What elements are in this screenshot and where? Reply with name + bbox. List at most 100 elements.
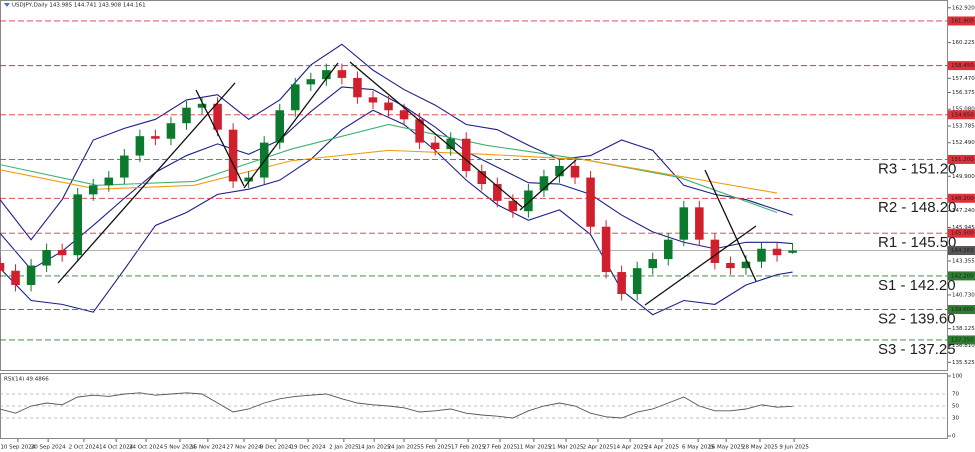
candle-body [11,270,20,285]
candle-body [570,165,580,178]
candle-body [586,177,595,227]
y-tick-label: 160.225 [952,40,975,46]
level-note: R3 - 151.20 [878,160,956,177]
candle-body [213,103,222,130]
y-tick-label: 147.240 [952,208,975,214]
y-tick-label: 162.920 [952,5,975,11]
candle-body [228,129,238,182]
y-tick-label: 149.900 [952,174,975,180]
candle-body [88,185,98,195]
candle-body [741,261,751,269]
candle-body [26,265,36,285]
level-label: 161.900 [951,18,974,24]
candle-body [788,250,797,253]
candle-body [275,110,285,143]
candle-body [73,194,82,256]
level-box [948,61,975,71]
candle-body [539,176,549,191]
x-tick-label: 6 May 2025 [682,445,715,451]
current-price-label: 144.161 [951,248,974,254]
candle-body [524,190,533,212]
candle-body [710,239,720,263]
overlay-line [0,43,793,241]
level-label: 151.200 [951,157,974,163]
candle-body [477,171,487,185]
level-note: S2 - 139.60 [878,311,956,328]
candle-body [461,138,471,172]
candle-body [182,107,191,124]
y-tick-label: 138.125 [952,326,975,332]
y-tick-label: 155.080 [952,107,975,113]
y-tick-label: 50 [952,404,959,410]
level-box [948,305,975,315]
candle-body [368,97,378,103]
trendline [349,61,523,208]
candle-body [197,103,207,108]
candle-body [555,165,564,177]
level-label: 154.650 [951,112,974,118]
candle-body [493,184,502,201]
candle-body [337,70,347,78]
candle-body [632,268,642,295]
trendline [195,89,245,187]
x-tick-label: 17 Feb 2025 [451,445,486,451]
level-label: 137.250 [951,337,974,343]
level-box [948,154,975,164]
level-box [948,110,975,120]
candle-body [291,84,300,111]
level-label: 142.200 [951,273,974,279]
candle-body [663,239,673,260]
level-box [948,193,975,203]
rsi-title: RSI(14) 49.4866 [4,377,49,383]
candle-body [120,155,129,178]
y-tick-label: 152.490 [952,140,975,146]
trendline [519,159,577,211]
x-tick-label: 14 Jan 2025 [358,445,391,451]
candle-body [617,272,626,295]
x-tick-label: 5 Feb 2025 [421,445,452,451]
x-tick-label: 11 Mar 2025 [516,445,551,451]
level-label: 145.500 [951,231,974,237]
y-tick-label: 140.730 [952,292,975,298]
y-tick-label: 30 [952,416,959,422]
x-tick-label: 10 Sep 2024 [0,445,35,451]
candle-body [772,248,782,256]
candle-body [679,207,689,240]
x-tick-label: 14 Apr 2025 [613,445,648,451]
candle-body [446,138,455,150]
level-box [948,228,975,238]
candle-body [151,136,160,139]
y-tick-label: 145.945 [952,225,975,231]
x-tick-label: 2 Jan 2025 [329,445,359,451]
overlay-line [0,123,778,214]
level-box [948,271,975,281]
candle-body [601,226,611,273]
y-tick-label: 70 [952,392,959,398]
rsi-line [0,392,793,419]
x-tick-label: 15 Nov 2024 [190,445,226,451]
trendline [57,82,236,284]
x-tick-label: 16 May 2025 [708,445,744,451]
y-tick-label: 136.810 [952,343,975,349]
candle-body [726,262,735,269]
level-note: S1 - 142.20 [878,277,956,294]
plot-layer: 162.920 160.225 157.470 156.375 155.080 153.7… [0,5,975,451]
candle-body [104,177,114,186]
chart-title: USDJPY,Daily 143.985 144.741 143.908 144… [12,3,146,9]
x-tick-label: 27 Nov 2024 [226,445,262,451]
y-tick-label: 100 [952,374,963,380]
x-tick-label: 20 Sep 2024 [31,445,66,451]
candle-body [244,177,253,182]
overlay-line [0,149,778,194]
x-tick-label: 19 Dec 2024 [291,445,327,451]
trendline [644,225,757,306]
level-note: S3 - 137.25 [878,341,956,358]
x-tick-label: 24 Oct 2024 [129,445,164,451]
trendlines [57,61,757,306]
candle-body [399,110,409,120]
candle-body [166,123,176,139]
level-box [948,16,975,26]
candle-body [757,248,766,262]
x-tick-label: 9 Dec 2024 [260,445,292,451]
